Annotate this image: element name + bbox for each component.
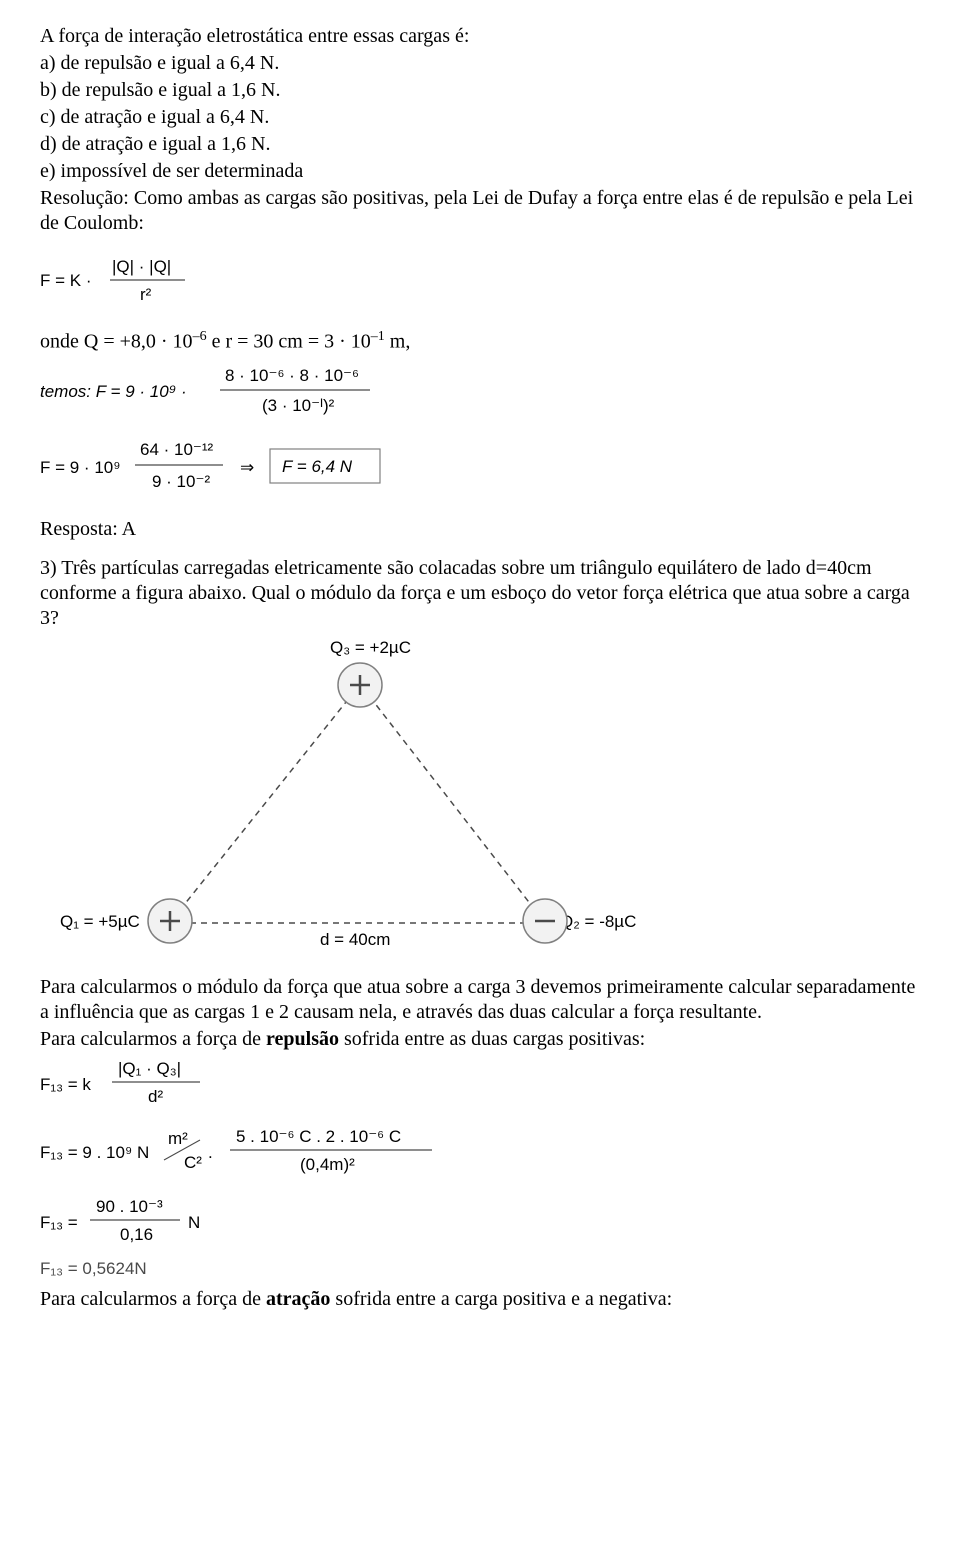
formula2-den: (3 · 10⁻ᴵ)² [262,396,335,415]
triangle-diagram: Q₃ = +2µC Q₁ = +5µC Q₂ = -8µC d = 40cm [40,635,920,965]
option-e: e) impossível de ser determinada [40,159,920,184]
f13a-num: |Q₁ · Q₃| [118,1059,181,1078]
last-pre: Para calcularmos a força de [40,1288,266,1310]
triangle-edge-right-icon [370,697,535,910]
f13b-lhs: F₁₃ = 9 . 10⁹ N [40,1143,149,1162]
formula-den: r² [140,285,152,304]
q2-label: Q₂ = -8µC [560,912,636,931]
where-exp1: · 10 [161,331,193,353]
q3-label: Q₃ = +2µC [330,638,411,657]
formula3-den: 9 · 10⁻² [152,472,210,491]
where-exp2: · 10 [339,331,371,353]
formula-substitution: temos: F = 9 · 10⁹ · 8 · 10⁻⁶ · 8 · 10⁻⁶… [40,357,920,425]
p2-pre: Para calcularmos a força de [40,1028,266,1050]
paragraph-last: Para calcularmos a força de atração sofr… [40,1287,920,1312]
question3-text: 3) Três partículas carregadas eletricame… [40,556,920,631]
formula-num: |Q| · |Q| [112,257,171,276]
where-pre: onde Q = +8,0 [40,331,161,353]
formula-f13-b: F₁₃ = 9 . 10⁹ N m² C² . 5 . 10⁻⁶ C . 2 .… [40,1120,920,1184]
f13b-dot: . [208,1143,213,1162]
formula3-lhs: F = 9 · 10⁹ [40,458,121,477]
where-sup2: –1 [371,329,385,344]
where-post: m, [385,331,411,353]
where-sup1: –6 [193,329,207,344]
last-post: sofrida entre a carga positiva e a negat… [330,1288,672,1310]
formula2-pre: temos: F = 9 · 10⁹ · [40,382,187,401]
option-d: d) de atração e igual a 1,6 N. [40,132,920,157]
f13a-den: d² [148,1087,163,1106]
last-bold: atração [266,1288,330,1310]
formula-lhs: F = K · [40,271,91,290]
formula-coulomb: F = K · |Q| · |Q| r² [40,250,920,310]
p2-bold: repulsão [266,1028,339,1050]
formula3-num: 64 · 10⁻¹² [140,440,214,459]
paragraph-explain2: Para calcularmos a força de repulsão sof… [40,1027,920,1052]
d-label: d = 40cm [320,930,390,949]
f13b-unit-den: C² [184,1153,202,1172]
formula-result: F = 9 · 10⁹ 64 · 10⁻¹² 9 · 10⁻² ⇒ F = 6,… [40,433,920,503]
f13a-lhs: F₁₃ = k [40,1075,91,1094]
answer-line: Resposta: A [40,517,920,542]
f13c-num: 90 . 10⁻³ [96,1197,163,1216]
formula-f13-d: F₁₃ = 0,5624N [40,1258,920,1279]
intro-line: A força de interação eletrostática entre… [40,24,920,49]
f13c-lhs: F₁₃ = [40,1213,78,1232]
f13c-den: 0,16 [120,1225,153,1244]
option-b: b) de repulsão e igual a 1,6 N. [40,78,920,103]
q1-label: Q₁ = +5µC [60,912,140,931]
paragraph-explain1: Para calcularmos o módulo da força que a… [40,975,920,1025]
formula2-num: 8 · 10⁻⁶ · 8 · 10⁻⁶ [225,366,359,385]
formula-f13-c: F₁₃ = 90 . 10⁻³ 0,16 N [40,1192,920,1250]
f13b-num: 5 . 10⁻⁶ C . 2 . 10⁻⁶ C [236,1127,401,1146]
formula3-result: F = 6,4 N [282,457,353,476]
p2-post: sofrida entre as duas cargas positivas: [339,1028,645,1050]
f13c-unit: N [188,1213,200,1232]
resolution-paragraph: Resolução: Como ambas as cargas são posi… [40,186,920,236]
option-a: a) de repulsão e igual a 6,4 N. [40,51,920,76]
arrow-icon: ⇒ [240,458,254,477]
formula-f13-a: F₁₃ = k |Q₁ · Q₃| d² [40,1054,920,1112]
where-mid: e r = 30 cm = 3 [207,331,340,353]
where-line: onde Q = +8,0 · 10–6 e r = 30 cm = 3 · 1… [40,328,920,355]
f13b-den: (0,4m)² [300,1155,355,1174]
f13b-unit-num: m² [168,1129,188,1148]
triangle-edge-left-icon [180,697,350,910]
option-c: c) de atração e igual a 6,4 N. [40,105,920,130]
